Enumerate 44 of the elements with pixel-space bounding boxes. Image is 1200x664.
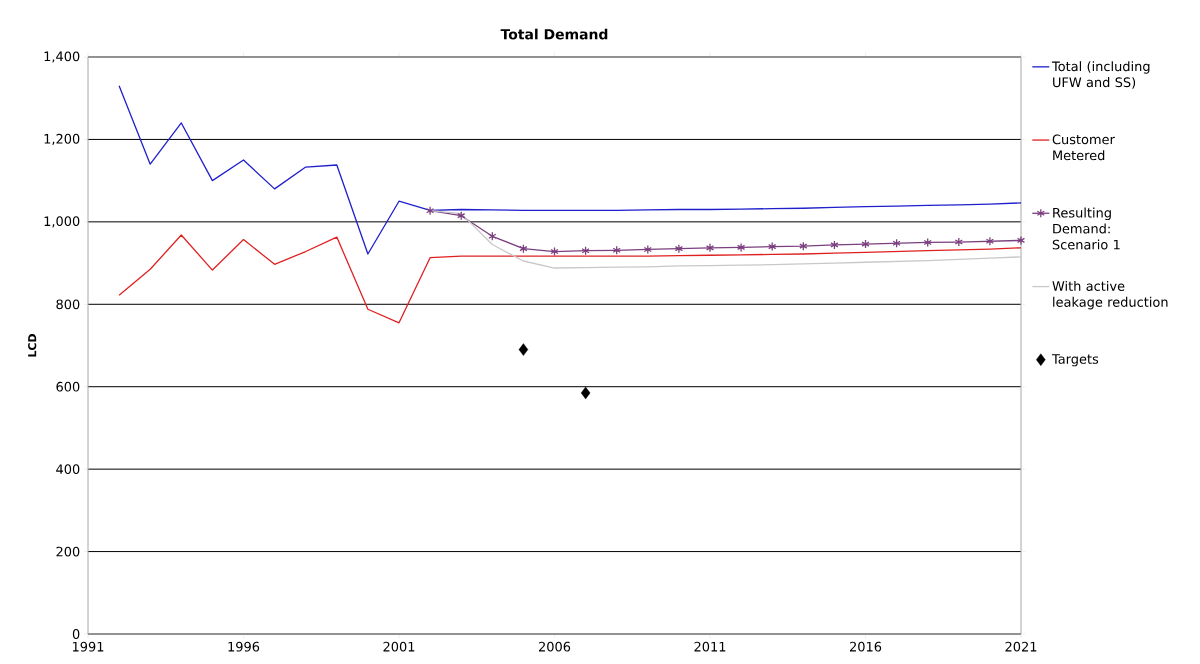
legend-label: Customer Metered <box>1052 134 1115 161</box>
y-tick-label: 800 <box>56 299 80 310</box>
y-tick-label: 400 <box>56 464 80 475</box>
x-tick-label: 2006 <box>538 641 571 652</box>
y-tick-label: 1,000 <box>44 216 80 228</box>
point <box>519 243 528 254</box>
point <box>518 343 529 356</box>
point <box>488 231 497 241</box>
point <box>425 206 435 216</box>
y-tick-label: 1,400 <box>44 51 80 63</box>
point <box>736 242 746 253</box>
point <box>923 237 932 248</box>
point <box>581 246 590 256</box>
point <box>674 243 684 254</box>
point <box>1016 235 1026 246</box>
y-tick-label: 600 <box>56 381 80 392</box>
legend-label: With active leakage reduction <box>1052 280 1168 310</box>
y-tick-label: 1,200 <box>44 133 80 145</box>
x-tick-label: 1991 <box>72 641 104 652</box>
x-tick-label: 1996 <box>228 641 260 652</box>
y-tick-label: 0 <box>72 629 80 639</box>
point <box>705 243 715 253</box>
point <box>799 241 808 251</box>
point <box>830 240 839 250</box>
point <box>985 236 995 246</box>
x-tick-label: 2016 <box>849 641 882 652</box>
point <box>550 246 559 257</box>
x-tick-label: 2001 <box>383 641 415 652</box>
y-axis-title: LCD <box>28 334 37 357</box>
chart-title: Total Demand <box>500 28 608 40</box>
point <box>612 245 621 255</box>
point <box>580 386 591 400</box>
point <box>768 241 777 252</box>
point <box>457 211 466 221</box>
point <box>861 239 870 249</box>
legend-label: Targets <box>1051 354 1099 367</box>
legend-label: Total (including UFW and SS) <box>1051 61 1150 89</box>
legend-label: Resulting Demand: Scenario 1 <box>1052 207 1120 250</box>
y-tick-label: 200 <box>56 546 80 557</box>
point <box>892 238 901 248</box>
x-tick-label: 2011 <box>694 641 726 652</box>
point <box>954 237 963 247</box>
x-tick-label: 2021 <box>1005 641 1037 652</box>
point <box>643 244 652 255</box>
